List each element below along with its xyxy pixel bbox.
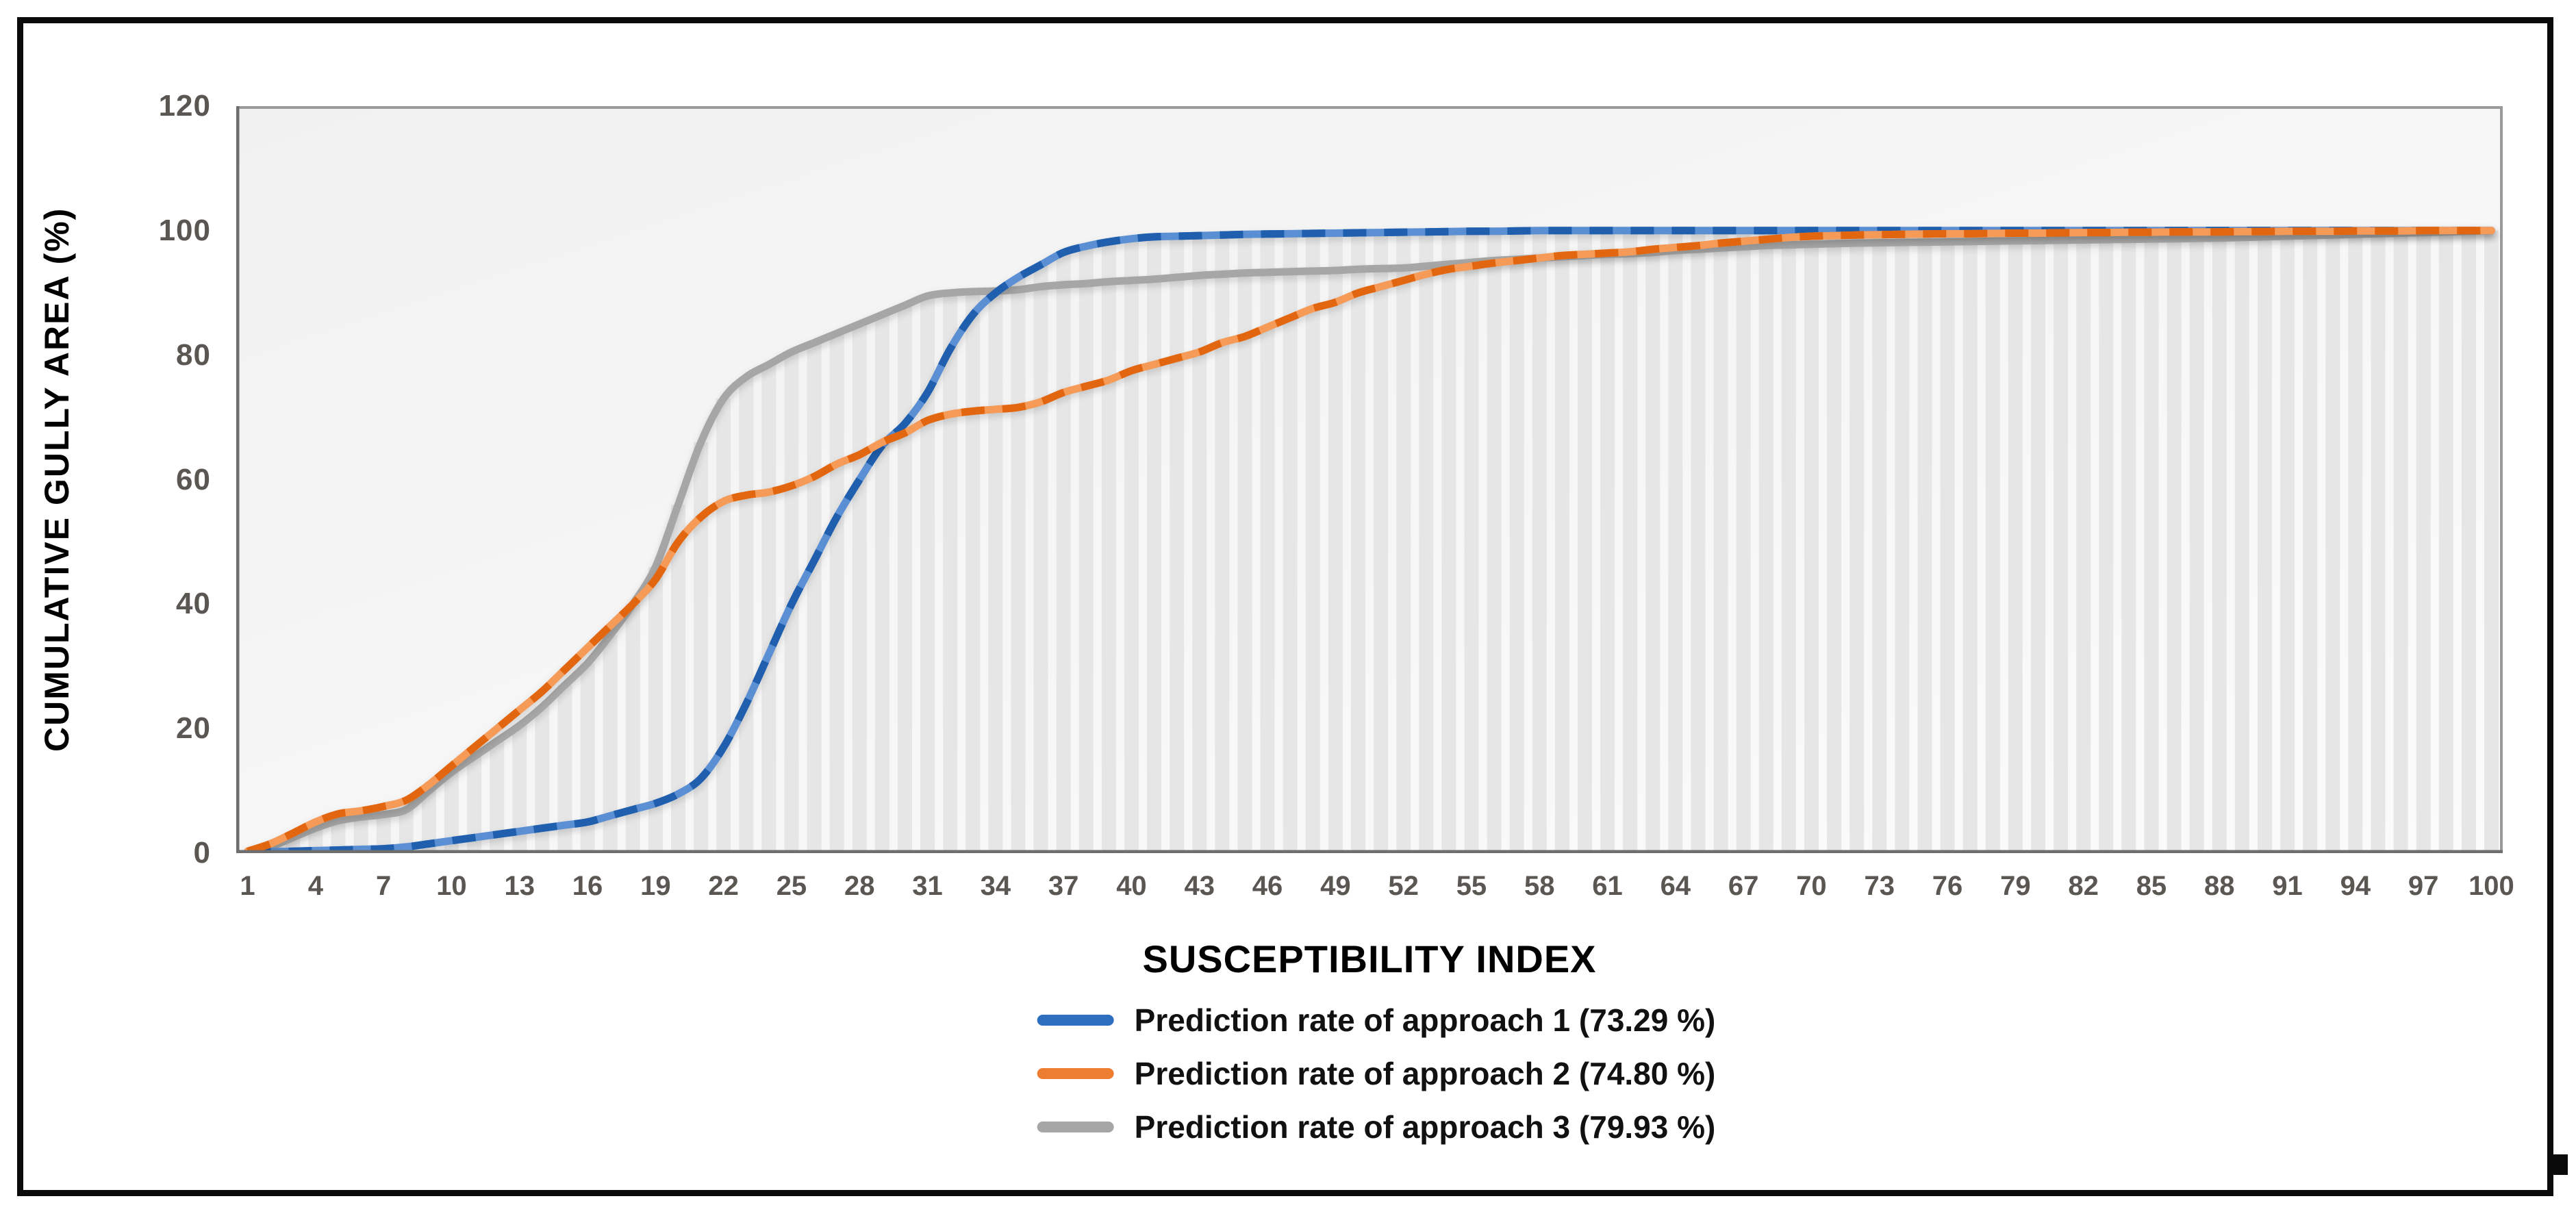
x-tick-label: 79 (2000, 871, 2031, 901)
x-tick-label: 16 (572, 871, 603, 901)
x-tick-label: 61 (1592, 871, 1623, 901)
x-tick-label: 37 (1048, 871, 1079, 901)
x-tick-label: 22 (708, 871, 739, 901)
y-tick-label: 120 (158, 89, 211, 123)
x-tick-label: 73 (1864, 871, 1895, 901)
legend-label: Prediction rate of approach 1 (73.29 %) (1134, 1002, 1716, 1038)
x-tick-label: 34 (980, 871, 1011, 901)
x-tick-label: 82 (2068, 871, 2099, 901)
legend-item-approach-1: Prediction rate of approach 1 (73.29 %) (1037, 998, 1716, 1042)
x-tick-label: 58 (1524, 871, 1555, 901)
x-tick-label: 52 (1388, 871, 1419, 901)
legend: Prediction rate of approach 1 (73.29 %) … (1037, 998, 1716, 1149)
legend-label: Prediction rate of approach 3 (79.93 %) (1134, 1109, 1716, 1145)
chart-canvas (236, 106, 2503, 853)
y-tick-label: 40 (176, 587, 211, 621)
x-tick-label: 46 (1252, 871, 1283, 901)
x-tick-label: 10 (436, 871, 467, 901)
x-tick-label: 64 (1660, 871, 1691, 901)
y-tick-label: 80 (176, 338, 211, 372)
x-tick-label: 70 (1796, 871, 1827, 901)
x-tick-label: 85 (2136, 871, 2167, 901)
x-tick-label: 1 (240, 871, 255, 901)
border-handle-mark (2553, 1154, 2568, 1175)
legend-swatch-approach-1 (1037, 1015, 1114, 1026)
x-axis-title: SUSCEPTIBILITY INDEX (1142, 937, 1597, 980)
x-tick-label: 40 (1116, 871, 1147, 901)
legend-swatch-approach-2 (1037, 1068, 1114, 1079)
y-tick-label: 60 (176, 462, 211, 496)
plot-area (236, 106, 2503, 853)
x-tick-label: 76 (1932, 871, 1963, 901)
series-approach-2-line (244, 227, 2495, 853)
x-tick-label: 88 (2204, 871, 2235, 901)
x-tick-label: 19 (640, 871, 671, 901)
y-tick-label: 20 (176, 711, 211, 746)
background-bars (263, 230, 2499, 853)
x-tick-label: 97 (2408, 871, 2439, 901)
legend-swatch-approach-3 (1037, 1122, 1114, 1132)
x-tick-label: 49 (1320, 871, 1351, 901)
x-tick-label: 25 (776, 871, 807, 901)
x-tick-label: 55 (1456, 871, 1487, 901)
x-tick-label: 94 (2340, 871, 2371, 901)
x-tick-label: 7 (376, 871, 392, 901)
y-tick-label: 100 (158, 213, 211, 247)
legend-label: Prediction rate of approach 2 (74.80 %) (1134, 1056, 1716, 1091)
x-tick-label: 4 (307, 871, 323, 901)
x-tick-label: 13 (504, 871, 535, 901)
legend-item-approach-3: Prediction rate of approach 3 (79.93 %) (1037, 1105, 1716, 1149)
x-tick-label: 100 (2468, 871, 2514, 901)
y-tick-label: 0 (193, 836, 211, 870)
x-tick-label: 43 (1184, 871, 1215, 901)
x-tick-label: 67 (1728, 871, 1759, 901)
x-tick-label: 31 (912, 871, 943, 901)
x-tick-label: 91 (2272, 871, 2303, 901)
x-tick-label: 28 (844, 871, 875, 901)
legend-item-approach-2: Prediction rate of approach 2 (74.80 %) (1037, 1052, 1716, 1095)
